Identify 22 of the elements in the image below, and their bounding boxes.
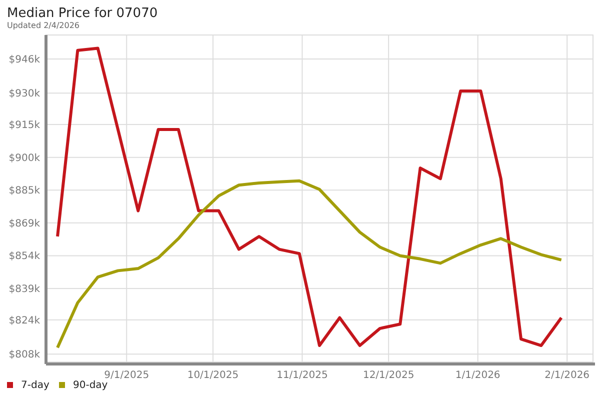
y-tick-label: $824k [8,315,40,326]
x-tick-label: 9/1/2025 [104,370,150,381]
x-tick-label: 10/1/2025 [187,370,239,381]
line-series [56,179,563,350]
y-tick-label: $854k [8,251,40,262]
legend-label: 7-day [21,380,50,391]
chart-subtitle: Updated 2/4/2026 [7,21,80,30]
x-tick-label: 1/1/2026 [455,370,500,381]
y-tick-label: $808k [8,350,40,361]
y-tick-label: $869k [8,218,40,230]
x-tick-label: 2/1/2026 [544,370,590,381]
y-tick-label: $900k [8,152,40,164]
y-tick-label: $915k [8,120,40,132]
line-series [56,46,563,348]
chart-title: Median Price for 07070 [7,6,158,21]
y-tick-label: $839k [8,284,40,295]
y-tick-label: $885k [8,186,40,197]
y-tick-label: $930k [8,88,40,100]
y-tick-label: $946k [8,54,40,66]
legend-label: 90-day [73,380,108,391]
x-tick-label: 11/1/2025 [276,370,328,381]
x-tick-label: 12/1/2025 [362,370,414,381]
